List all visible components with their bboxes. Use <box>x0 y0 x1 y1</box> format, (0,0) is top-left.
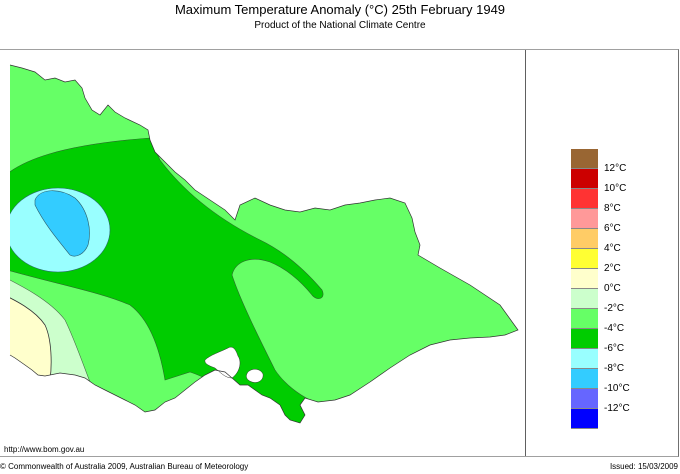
map-subtitle: Product of the National Climate Centre <box>254 20 426 31</box>
legend-swatch <box>571 309 598 329</box>
legend-label: -6°C <box>604 343 625 354</box>
victoria-anomaly-map <box>9 64 519 424</box>
legend-label: -12°C <box>604 403 630 414</box>
legend-swatch <box>571 149 598 169</box>
legend-label: -10°C <box>604 383 630 394</box>
issued-date: Issued: 15/03/2009 <box>609 462 678 471</box>
legend-swatch <box>571 229 598 249</box>
map-frame <box>0 49 679 457</box>
legend-label: 12°C <box>604 163 627 174</box>
legend-label: -8°C <box>604 363 625 374</box>
legend-swatch <box>571 329 598 349</box>
legend-swatch <box>571 209 598 229</box>
legend-swatch <box>571 389 598 409</box>
legend-swatch <box>571 169 598 189</box>
zone-minus8-to-minus10 <box>34 190 90 257</box>
victoria-coastline <box>9 64 519 424</box>
legend-panel: 12°C 10°C 8°C 6°C 4°C 2°C 0°C -2°C -4°C … <box>526 50 679 456</box>
westernport-bay <box>246 369 264 383</box>
map-title: Maximum Temperature Anomaly (°C) 25th Fe… <box>174 2 506 17</box>
legend-swatch <box>571 349 598 369</box>
map-panel: http://www.bom.gov.au <box>0 50 526 456</box>
legend-color-bar <box>571 149 598 429</box>
port-phillip-bay <box>204 346 241 379</box>
legend-swatch <box>571 249 598 269</box>
legend-swatch <box>571 409 598 429</box>
legend-label: 10°C <box>604 183 627 194</box>
legend-label: 8°C <box>604 203 621 214</box>
legend-label: 4°C <box>604 243 621 254</box>
legend-swatch <box>571 289 598 309</box>
legend-label: 6°C <box>604 223 621 234</box>
copyright-notice: © Commonwealth of Australia 2009, Austra… <box>0 462 249 471</box>
legend-label: 0°C <box>604 283 621 294</box>
legend-swatch <box>571 269 598 289</box>
legend-label: -2°C <box>604 303 625 314</box>
legend-label: -4°C <box>604 323 625 334</box>
legend-swatch <box>571 189 598 209</box>
legend-label: 2°C <box>604 263 621 274</box>
legend-swatch <box>571 369 598 389</box>
bom-url-label: http://www.bom.gov.au <box>4 445 85 454</box>
